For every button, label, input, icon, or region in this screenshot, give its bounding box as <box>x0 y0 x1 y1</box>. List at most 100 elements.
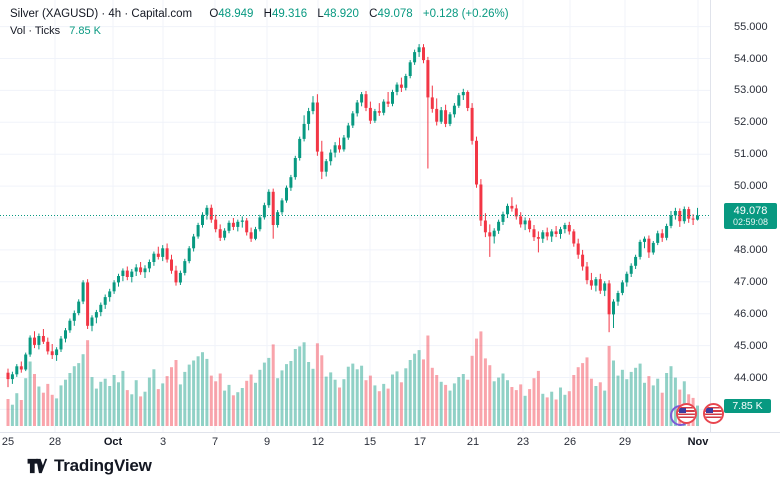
volume-value: 7.85 K <box>69 25 101 37</box>
volume-bar <box>417 350 421 426</box>
volume-bar <box>196 356 200 426</box>
volume-bar <box>426 335 430 426</box>
footer: TradingView <box>0 452 780 475</box>
volume-bar <box>497 377 501 426</box>
volume-bar <box>567 391 571 426</box>
volume-bar <box>324 376 328 426</box>
candle-body <box>50 351 54 356</box>
volume-bar <box>236 392 240 426</box>
candle-body <box>174 270 178 283</box>
volume-bar <box>669 366 673 426</box>
volume-bar <box>72 366 76 426</box>
volume-bar <box>28 361 32 426</box>
price-tick-label: 54.000 <box>734 52 768 65</box>
volume-bar <box>254 382 257 426</box>
candle-body <box>205 207 209 215</box>
volume-bar <box>576 367 580 426</box>
candle-body <box>470 107 474 141</box>
legend-row-symbol: Silver (XAGUSD) · 4h · Capital.com O48.9… <box>10 6 509 22</box>
price-tick-label: 50.000 <box>734 180 768 193</box>
candle-body <box>687 209 691 219</box>
candle-body <box>510 205 514 209</box>
volume-bar <box>192 360 196 426</box>
volume-bar <box>170 367 173 426</box>
candle-body <box>324 161 328 172</box>
us-flag-icon[interactable] <box>675 402 697 424</box>
candle-body <box>346 125 350 138</box>
candle-body <box>550 231 554 237</box>
candle-body <box>563 225 567 230</box>
volume-bar <box>435 375 439 426</box>
volume-bar <box>90 377 94 426</box>
us-flag-icon[interactable] <box>702 402 724 424</box>
candle-body <box>236 221 240 227</box>
volume-bar <box>470 355 474 426</box>
price-tick-label: 55.000 <box>734 20 768 33</box>
time-axis[interactable]: 25 28 Oct 3 7 9 12 15 17 21 23 26 29 Nov <box>0 432 780 453</box>
volume-bar <box>139 396 143 426</box>
volume-bar <box>501 373 505 426</box>
volume-bar <box>134 380 138 426</box>
volume-label[interactable]: Vol · Ticks <box>10 25 61 37</box>
candle-body <box>37 336 41 345</box>
price-tick-label: 47.000 <box>734 275 768 288</box>
candle-body <box>152 253 156 262</box>
candle-body <box>6 372 10 380</box>
chart-pane[interactable] <box>0 0 710 432</box>
volume-bar <box>103 378 107 426</box>
volume-bar <box>218 373 222 426</box>
symbol-title[interactable]: Silver (XAGUSD) · 4h · Capital.com <box>10 8 193 20</box>
volume-bar <box>46 383 50 426</box>
volume-bar <box>10 404 14 426</box>
candle-body <box>231 222 235 227</box>
volume-bar <box>572 375 576 426</box>
volume-bar <box>545 397 549 426</box>
candle-body <box>483 220 487 233</box>
candle-body <box>46 341 50 352</box>
candle-body <box>240 220 244 222</box>
candle-body <box>19 366 23 370</box>
candle-body <box>651 242 655 253</box>
price-axis[interactable]: 49.078 02:59:08 7.85 K 55.000 54.000 53.00… <box>710 0 780 432</box>
volume-bar <box>616 375 620 426</box>
volume-bar <box>656 378 660 426</box>
candle-body <box>130 271 134 277</box>
volume-bar <box>581 363 585 426</box>
high-value: 49.316 <box>271 8 308 20</box>
volume-bar <box>651 385 655 426</box>
candle-body <box>112 282 116 292</box>
volume-bar <box>594 386 598 426</box>
volume-bar <box>77 363 81 426</box>
candle-body <box>161 248 165 257</box>
volume-bar <box>161 383 165 426</box>
candle-body <box>333 145 337 153</box>
chart-canvas[interactable] <box>0 0 710 432</box>
candle-body <box>373 111 377 121</box>
volume-bar <box>528 389 532 426</box>
candle-body <box>435 108 439 122</box>
candle-body <box>121 270 125 276</box>
tradingview-logo-text: TradingView <box>54 456 152 475</box>
legend-row-volume: Vol · Ticks 7.85 K <box>10 23 509 39</box>
volume-bar <box>50 394 54 426</box>
candle-body <box>139 267 143 273</box>
tradingview-logo[interactable]: TradingView <box>26 455 152 477</box>
volume-bar <box>245 380 249 426</box>
candle-body <box>391 92 394 104</box>
volume-badge: 7.85 K <box>724 399 771 413</box>
candle-body <box>329 152 333 162</box>
volume-bar <box>55 398 59 426</box>
volume-bar <box>19 400 23 426</box>
price-tick-label: 53.000 <box>734 84 768 97</box>
volume-bar <box>413 353 417 426</box>
tradingview-mark-icon <box>27 458 48 474</box>
candle-body <box>665 226 669 238</box>
volume-bar <box>541 393 545 426</box>
candle-body <box>422 47 425 61</box>
volume-bar <box>479 331 483 426</box>
open-label: O <box>209 8 219 20</box>
candle-body <box>528 220 532 230</box>
volume-bar <box>209 375 213 426</box>
volume-bar <box>64 379 67 426</box>
time-tick-label: 25 <box>1 436 15 448</box>
